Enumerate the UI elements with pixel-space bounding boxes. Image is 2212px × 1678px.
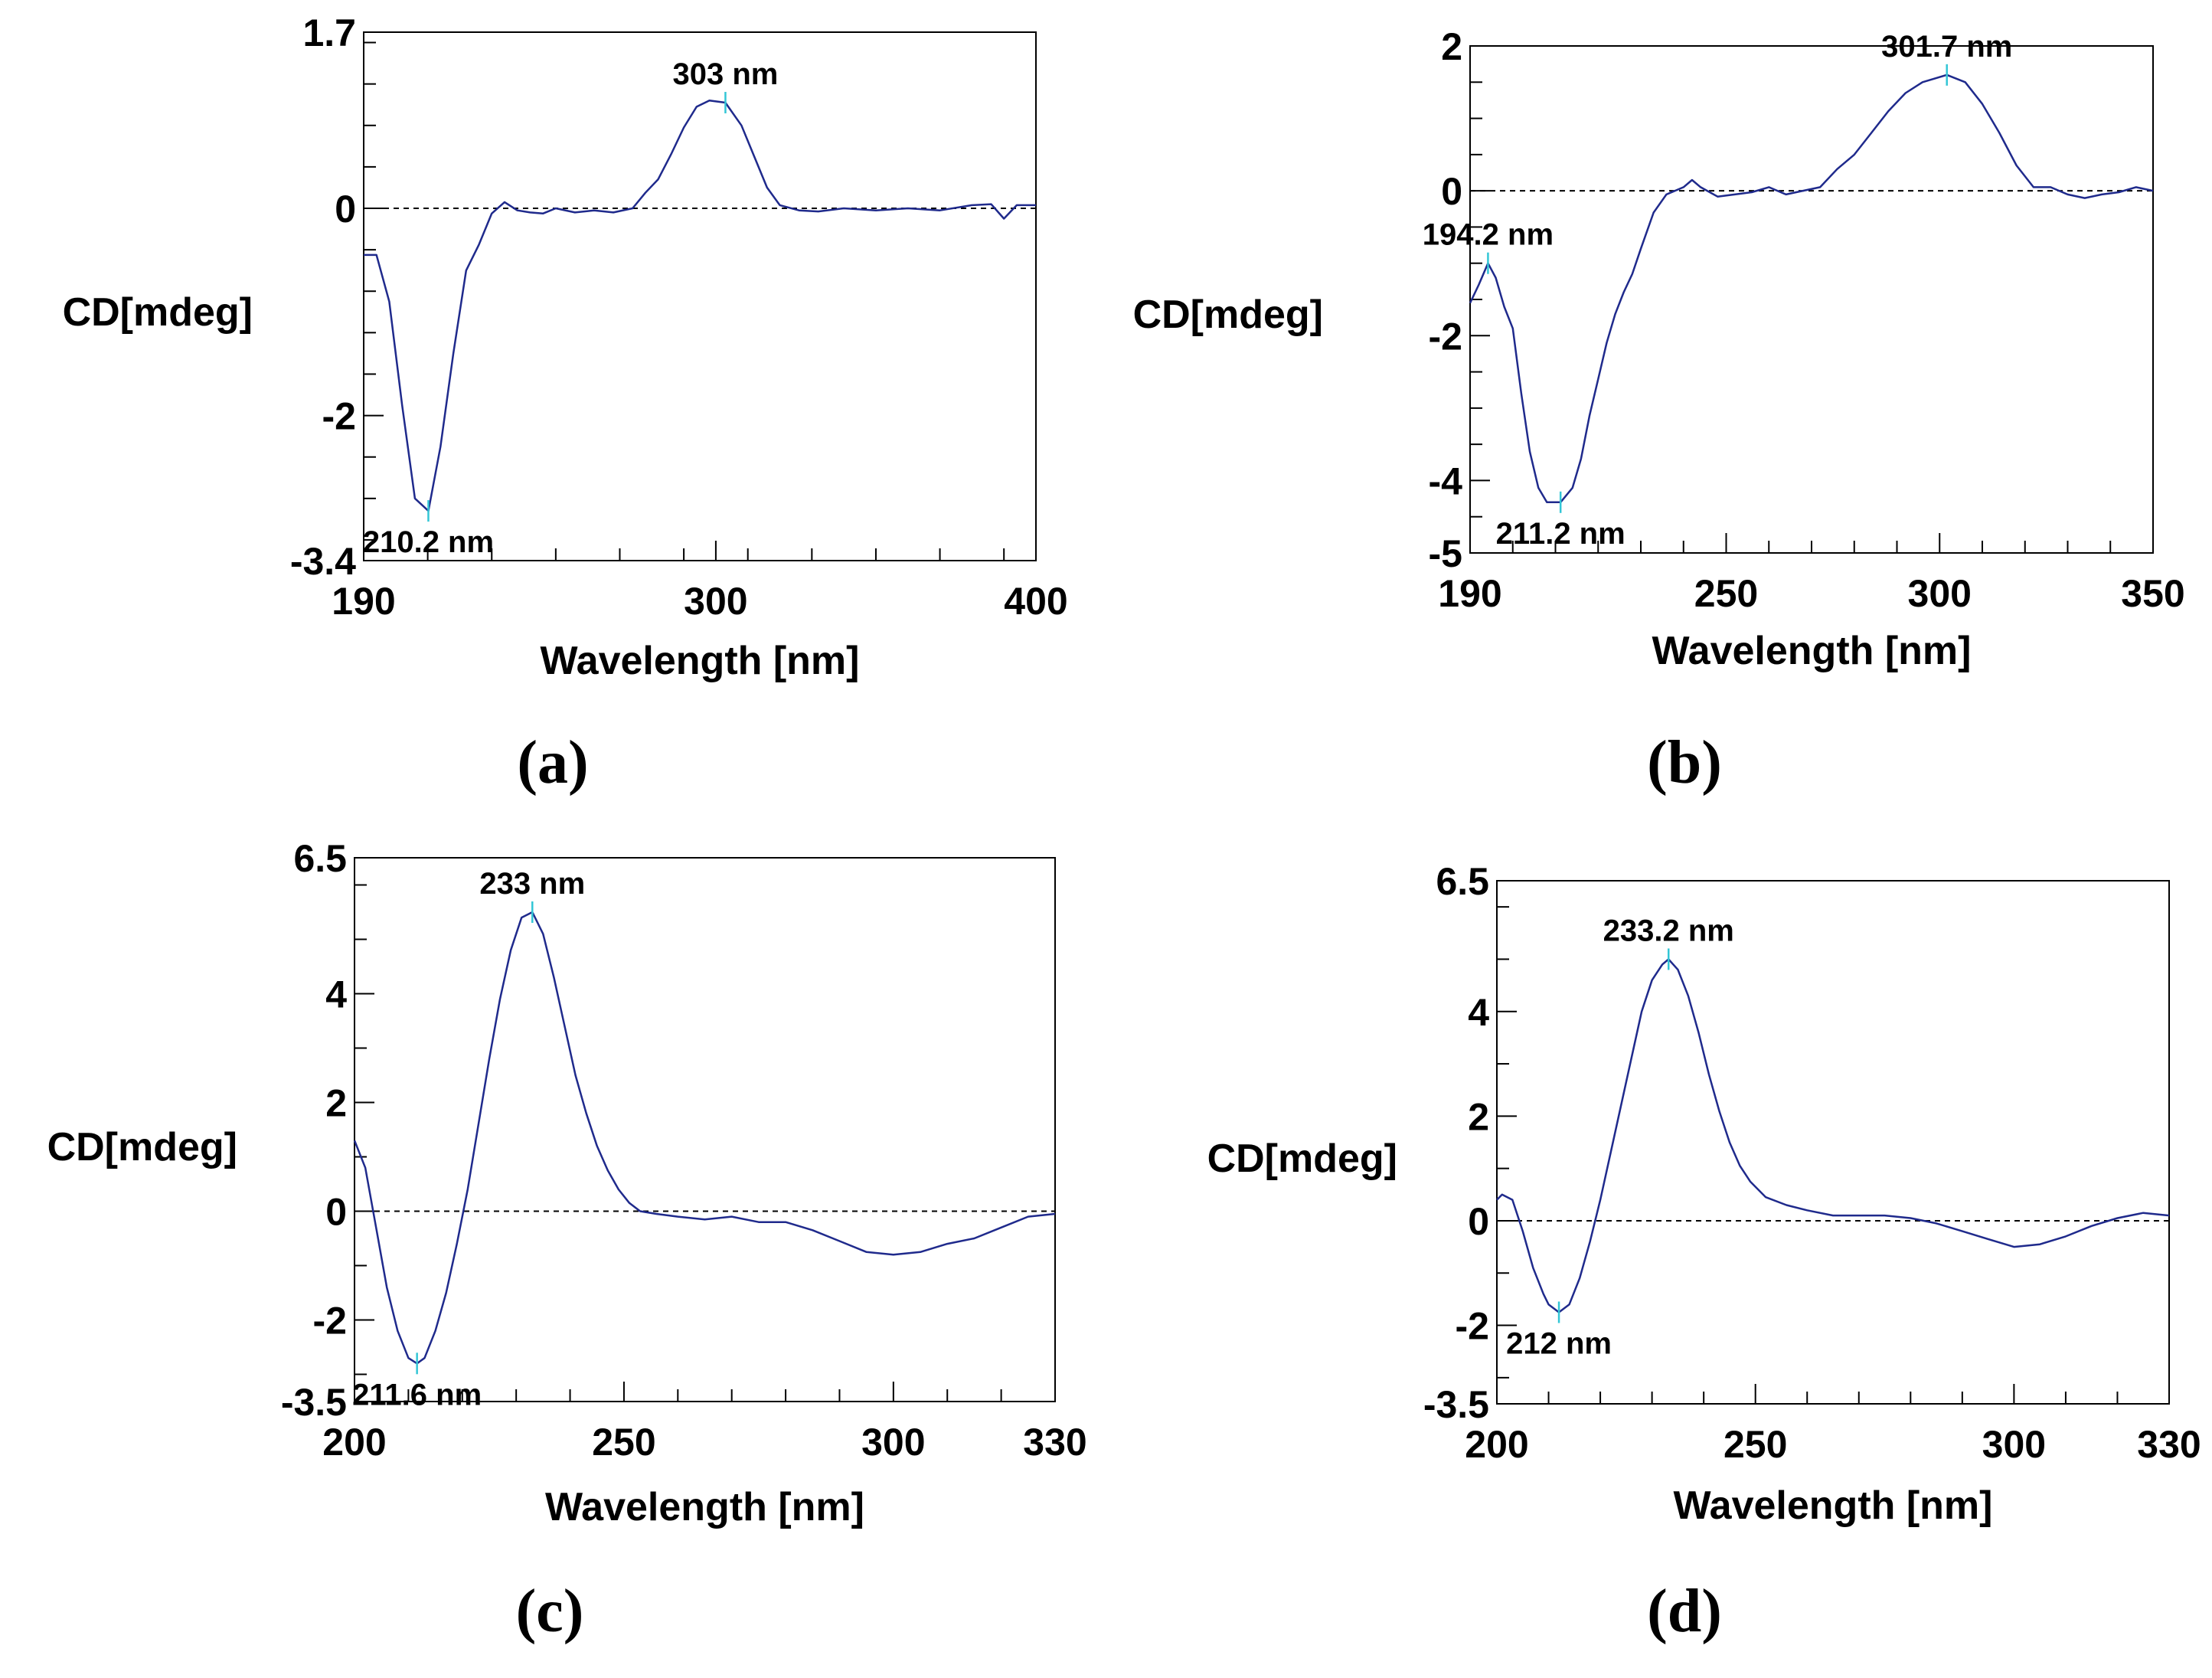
x-tick-label: 200 — [322, 1421, 386, 1464]
y-axis-title: CD[mdeg] — [1133, 293, 1323, 337]
peak-label: 211.6 nm — [352, 1378, 482, 1411]
y-tick-label: 2 — [1441, 25, 1462, 68]
x-axis-title: Wavelength [nm] — [541, 639, 860, 683]
panel-caption: (c) — [516, 1578, 584, 1645]
y-tick-label: 6.5 — [293, 837, 347, 880]
x-tick-label: 300 — [1982, 1423, 2046, 1466]
cd-series-line — [353, 911, 1056, 1365]
x-tick-label: 250 — [1724, 1423, 1787, 1466]
x-tick-label: 300 — [861, 1421, 925, 1464]
plot-frame — [354, 857, 1056, 1402]
panel-b: 190 250 300 350 2 0 -2 -4 -5 Wavelength [nm] CD[md… — [1133, 25, 2185, 796]
y-tick-label: -2 — [313, 1300, 347, 1343]
y-tick-label: 2 — [325, 1082, 347, 1125]
peak-label: 301.7 nm — [1881, 30, 2012, 64]
y-axis-title: CD[mdeg] — [63, 290, 253, 335]
plot-frame — [1496, 880, 2170, 1405]
y-tick-label: 2 — [1468, 1095, 1489, 1138]
panel-caption: (d) — [1647, 1578, 1722, 1645]
y-tick-label: -3.5 — [1423, 1383, 1489, 1426]
panel-caption: (a) — [517, 729, 588, 796]
y-tick-label: -3.4 — [290, 540, 356, 583]
y-tick-label: 0 — [1468, 1200, 1489, 1243]
plot-frame — [1469, 45, 2154, 554]
y-tick-label: 4 — [325, 973, 347, 1016]
panel-caption: (b) — [1647, 729, 1722, 796]
cd-series-line — [1469, 74, 2154, 504]
cd-series-line — [364, 100, 1036, 512]
y-tick-label: 1.7 — [302, 11, 356, 54]
x-axis-title: Wavelength [nm] — [545, 1485, 864, 1529]
y-tick-label: 6.5 — [1436, 860, 1489, 903]
x-tick-label: 400 — [1004, 580, 1067, 623]
x-tick-label: 330 — [1023, 1421, 1086, 1464]
y-tick-label: -3.5 — [281, 1381, 347, 1424]
x-tick-label: 250 — [592, 1421, 655, 1464]
panel-a: 190 300 400 1.7 0 -2 -3.4 Wavelength [nm] CD[mde… — [63, 11, 1068, 796]
y-tick-label: 0 — [335, 188, 356, 231]
plot-frame — [363, 31, 1037, 561]
y-tick-label: -2 — [1429, 315, 1462, 358]
x-tick-label: 250 — [1694, 572, 1758, 615]
panel-c: 200 250 300 330 6.5 4 2 0 -2 -3.5 Wavelength [nm] C… — [47, 837, 1087, 1645]
y-tick-label: -4 — [1429, 460, 1463, 502]
peak-label: 210.2 nm — [363, 525, 494, 559]
x-tick-label: 200 — [1465, 1423, 1528, 1466]
y-tick-label: -2 — [322, 395, 356, 438]
y-tick-label: 0 — [325, 1191, 347, 1234]
x-tick-label: 330 — [2137, 1423, 2201, 1466]
y-axis-title: CD[mdeg] — [47, 1125, 237, 1169]
panel-d: 200 250 300 330 6.5 4 2 0 -2 -3.5 Wavelength [nm] C… — [1207, 860, 2201, 1645]
y-tick-label: -5 — [1429, 532, 1462, 575]
y-tick-label: -2 — [1456, 1305, 1489, 1348]
x-tick-label: 190 — [1438, 572, 1501, 615]
x-axis-title: Wavelength [nm] — [1652, 629, 1972, 673]
peak-label: 211.2 nm — [1496, 517, 1626, 551]
x-axis-title: Wavelength [nm] — [1674, 1483, 1993, 1528]
x-tick-label: 190 — [332, 580, 395, 623]
cd-series-line — [1496, 958, 2170, 1313]
peak-label: 233.2 nm — [1603, 914, 1734, 947]
peak-label: 233 nm — [479, 867, 585, 901]
x-tick-label: 350 — [2121, 572, 2184, 615]
y-axis-title: CD[mdeg] — [1207, 1137, 1397, 1181]
x-tick-label: 300 — [684, 580, 747, 623]
y-tick-label: 0 — [1441, 170, 1462, 213]
y-tick-label: 4 — [1468, 991, 1489, 1034]
peak-label: 303 nm — [673, 57, 779, 91]
x-tick-label: 300 — [1908, 572, 1972, 615]
peak-label: 194.2 nm — [1423, 218, 1554, 252]
peak-label: 212 nm — [1506, 1326, 1612, 1360]
